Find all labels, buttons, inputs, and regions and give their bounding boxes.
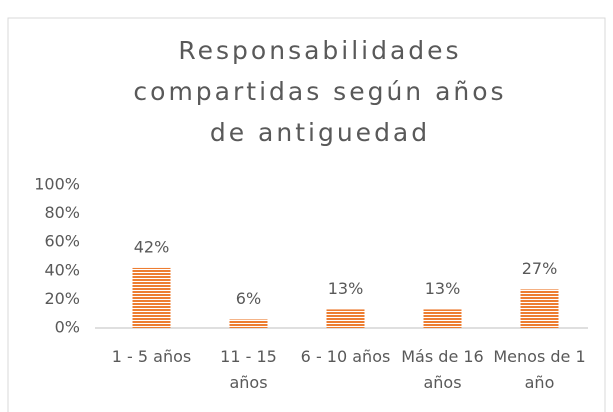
data-label: 13% bbox=[425, 279, 461, 298]
y-tick-label: 0% bbox=[55, 318, 80, 337]
data-label: 42% bbox=[134, 237, 170, 256]
chart-frame bbox=[7, 17, 606, 412]
bar bbox=[326, 309, 365, 328]
data-label: 27% bbox=[522, 259, 558, 278]
y-tick-label: 80% bbox=[44, 203, 80, 222]
x-tick-label: 11 - 15 años bbox=[220, 347, 277, 392]
bar bbox=[132, 267, 171, 328]
x-tick-label: Más de 16 años bbox=[401, 347, 484, 392]
x-tick-label: Menos de 1 año bbox=[493, 347, 586, 392]
chart-title: Responsabilidades compartidas según años… bbox=[133, 36, 507, 147]
data-label: 13% bbox=[328, 279, 364, 298]
x-tick-label: 1 - 5 años bbox=[111, 347, 192, 366]
bar bbox=[423, 309, 462, 328]
data-label: 6% bbox=[236, 289, 261, 308]
bar bbox=[229, 319, 268, 328]
y-tick-label: 60% bbox=[44, 232, 80, 251]
x-tick-label: 6 - 10 años bbox=[300, 347, 391, 366]
y-tick-label: 100% bbox=[34, 175, 80, 194]
y-tick-label: 40% bbox=[44, 260, 80, 279]
y-tick-label: 20% bbox=[44, 289, 80, 308]
bar bbox=[520, 289, 559, 328]
